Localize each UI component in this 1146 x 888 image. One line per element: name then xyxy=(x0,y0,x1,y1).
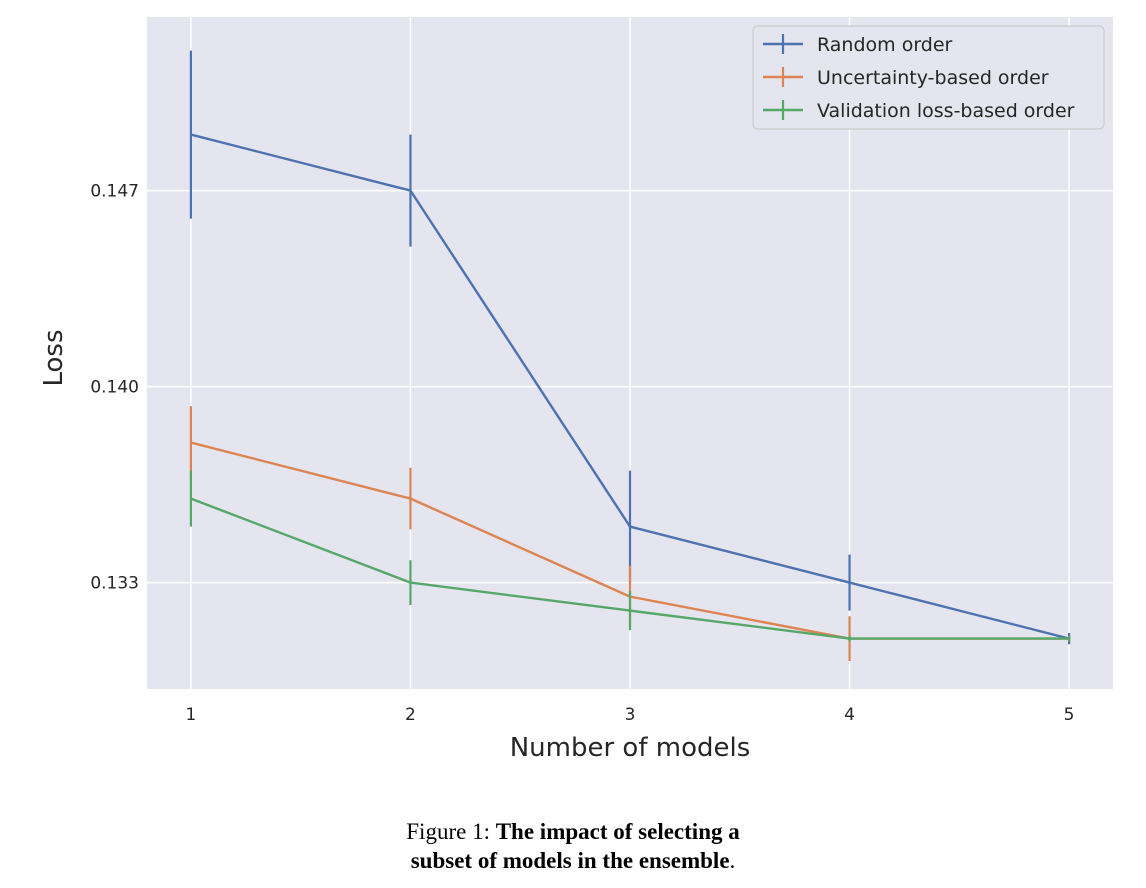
legend-label: Random order xyxy=(817,34,953,56)
legend-label: Validation loss-based order xyxy=(817,100,1075,122)
series-1 xyxy=(189,50,1071,645)
x-tick-label: 4 xyxy=(844,705,855,725)
legend-box xyxy=(752,25,1105,130)
caption-title-line2: subset of models in the ensemble xyxy=(410,848,730,873)
x-tick-label: 5 xyxy=(1064,705,1075,725)
figure-caption: Figure 1: The impact of selecting a xyxy=(0,818,1146,846)
legend-label: Uncertainty-based order xyxy=(817,67,1049,89)
legend: Random order Uncertainty-based order Valid… xyxy=(752,25,1105,130)
series-3 xyxy=(189,470,1071,642)
line-chart: 1 2 3 4 5 0.133 0.140 0.147 Number of models Lo… xyxy=(39,17,1113,763)
x-tick-label: 2 xyxy=(405,705,416,725)
figure-caption-line2: subset of models in the ensemble. xyxy=(0,847,1146,875)
series-layer xyxy=(189,50,1071,661)
y-tick-label: 0.147 xyxy=(90,182,139,202)
x-tick-label: 1 xyxy=(185,705,196,725)
caption-title-line1: The impact of selecting a xyxy=(495,819,740,844)
x-axis-label: Number of models xyxy=(510,733,751,763)
y-tick-label: 0.133 xyxy=(90,574,139,594)
y-axis-label: Loss xyxy=(39,329,69,386)
y-tick-label: 0.140 xyxy=(90,378,139,398)
tick-labels: 1 2 3 4 5 0.133 0.140 0.147 xyxy=(90,182,1074,725)
caption-suffix: . xyxy=(729,848,736,873)
x-tick-label: 3 xyxy=(625,705,636,725)
caption-prefix: Figure 1: xyxy=(406,819,496,844)
